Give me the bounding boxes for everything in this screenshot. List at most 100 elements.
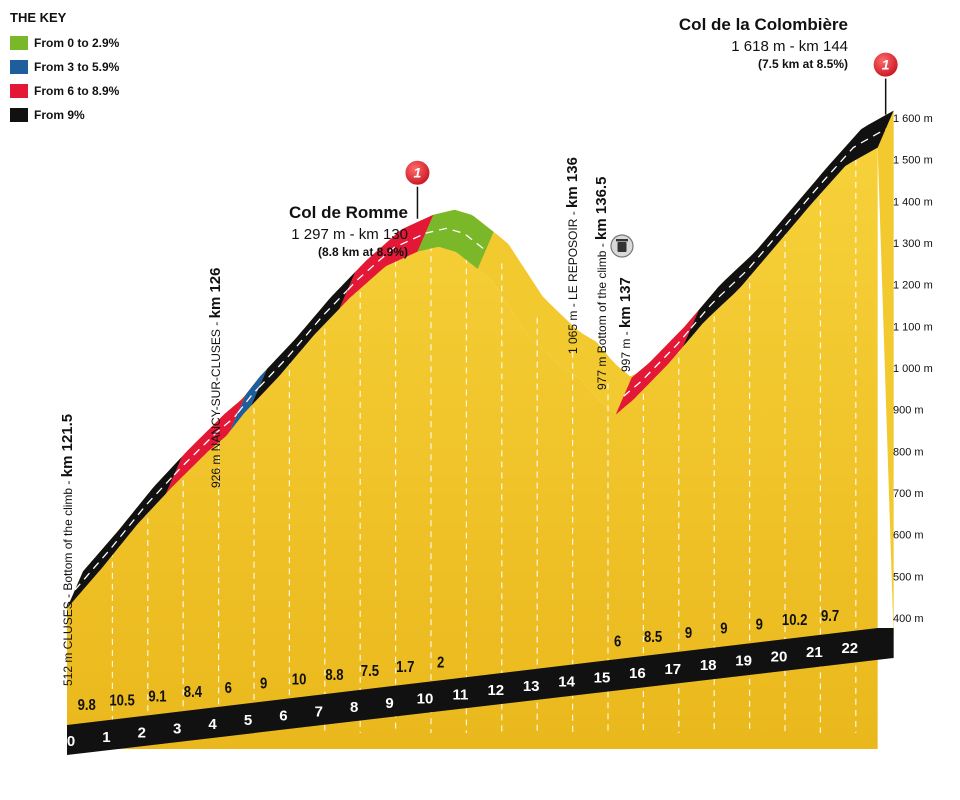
summit-badge bbox=[403, 158, 432, 187]
km-tick-label: 8 bbox=[350, 699, 358, 716]
km-tick-label: 20 bbox=[771, 648, 788, 665]
legend-swatch bbox=[10, 108, 28, 122]
km-tick-label: 4 bbox=[208, 716, 217, 733]
legend: THE KEY From 0 to 2.9% From 3 to 5.9% Fr… bbox=[10, 10, 119, 127]
legend-item: From 9% bbox=[10, 103, 119, 127]
gradient-label: 9 bbox=[756, 616, 763, 633]
gradient-segment bbox=[166, 394, 246, 494]
km-tick-label: 10 bbox=[417, 691, 434, 708]
gradient-segment bbox=[339, 214, 434, 309]
gradient-label: 8.4 bbox=[184, 684, 203, 701]
legend-swatch bbox=[10, 84, 28, 98]
legend-item: From 3 to 5.9% bbox=[10, 55, 119, 79]
summit-badge bbox=[871, 50, 900, 79]
altitude-tick-label: 900 m bbox=[893, 405, 924, 417]
gradient-label: 10.2 bbox=[782, 612, 808, 629]
gradient-label: 9.7 bbox=[821, 608, 839, 625]
km-tick-label: 19 bbox=[735, 653, 752, 670]
legend-swatch bbox=[10, 60, 28, 74]
gradient-label: 9 bbox=[260, 676, 267, 693]
km-tick-label: 9 bbox=[385, 695, 393, 712]
gradient-label: 7.5 bbox=[361, 663, 379, 680]
legend-item-label: From 0 to 2.9% bbox=[34, 36, 120, 50]
gradient-centreline bbox=[173, 412, 239, 476]
waypoint-label-text: 926 m NANCY-SUR-CLUSES - bbox=[209, 318, 223, 488]
km-tick-label: 3 bbox=[173, 720, 181, 737]
gradient-label: 9.1 bbox=[148, 688, 166, 705]
legend-title: THE KEY bbox=[10, 10, 67, 25]
gradient-centreline bbox=[237, 386, 260, 414]
legend-item-label: From 3 to 5.9% bbox=[34, 60, 120, 74]
gradient-segment bbox=[251, 271, 356, 406]
km-tick-label: 16 bbox=[629, 665, 646, 682]
altitude-tick-label: 1 500 m bbox=[893, 155, 933, 167]
waypoint-km: km 121.5 bbox=[59, 414, 76, 477]
km-tick-label: 13 bbox=[523, 678, 540, 695]
gradient-label: 8.5 bbox=[644, 629, 662, 646]
waypoint-label: 926 m NANCY-SUR-CLUSES - km 126 bbox=[207, 268, 224, 488]
km-tick-label: 12 bbox=[487, 682, 504, 699]
km-tick-label: 14 bbox=[558, 674, 575, 691]
km-tick-label: 2 bbox=[138, 725, 146, 742]
waypoint-label-text: 997 m - bbox=[619, 328, 633, 372]
km-tick-label: 1 bbox=[102, 729, 110, 746]
km-tick-label: 7 bbox=[315, 703, 323, 720]
gradient-label: 9 bbox=[720, 621, 727, 638]
gradient-label: 8.8 bbox=[325, 667, 343, 684]
km-tick-label: 6 bbox=[279, 708, 287, 725]
waypoint-label: 977 m Bottom of the climb - km 136.5 bbox=[593, 177, 610, 390]
summit-altitude: 1 297 m - km 130 bbox=[291, 226, 408, 243]
waypoint-label-text: 512 m CLUSES - Bottom of the climb - bbox=[61, 477, 75, 686]
gradient-label: 10 bbox=[292, 671, 307, 688]
waypoint-km: km 136.5 bbox=[593, 177, 610, 240]
summit-badge-label: 1 bbox=[882, 57, 890, 73]
summit-altitude: 1 618 m - km 144 bbox=[731, 38, 848, 55]
altitude-tick-label: 1 400 m bbox=[893, 196, 933, 208]
waypoint-label: 997 m - km 137 bbox=[617, 277, 634, 372]
gradient-label: 6 bbox=[614, 633, 621, 650]
summit-name: Col de Romme bbox=[289, 203, 408, 222]
legend-item-label: From 9% bbox=[34, 108, 85, 122]
altitude-tick-label: 600 m bbox=[893, 530, 924, 542]
km-tick-label: 5 bbox=[244, 712, 252, 729]
legend-item-label: From 6 to 8.9% bbox=[34, 84, 120, 98]
altitude-tick-label: 400 m bbox=[893, 613, 924, 625]
summit-name: Col de la Colombière bbox=[679, 15, 848, 34]
altitude-tick-label: 1 200 m bbox=[893, 280, 933, 292]
legend-swatch bbox=[10, 36, 28, 50]
waypoint-label: 512 m CLUSES - Bottom of the climb - km … bbox=[59, 414, 76, 686]
gradient-label: 2 bbox=[437, 654, 444, 671]
km-tick-label: 18 bbox=[700, 657, 717, 674]
gradient-centreline bbox=[425, 227, 487, 251]
waypoint-label-text: 1 065 m - LE REPOSOIR - bbox=[566, 208, 580, 354]
km-tick-label: 11 bbox=[452, 686, 468, 703]
profile-face bbox=[67, 147, 878, 750]
altitude-tick-label: 1 000 m bbox=[893, 363, 933, 375]
gradient-segment bbox=[417, 209, 494, 269]
summit-climb-detail: (8.8 km at 8.9%) bbox=[318, 245, 408, 259]
gradient-label: 9 bbox=[685, 625, 692, 642]
summit-badge-label: 1 bbox=[414, 165, 422, 181]
altitude-tick-label: 700 m bbox=[893, 488, 924, 500]
km-tick-label: 22 bbox=[841, 640, 858, 657]
km-tick-label: 15 bbox=[594, 669, 611, 686]
km-tick-label: 0 bbox=[67, 733, 75, 750]
gradient-segment bbox=[682, 110, 894, 347]
summit-climb-detail: (7.5 km at 8.5%) bbox=[758, 57, 848, 71]
gradient-centreline bbox=[258, 289, 349, 388]
gradient-centreline bbox=[74, 474, 175, 591]
waypoint-km: km 126 bbox=[207, 268, 224, 319]
gradient-label: 6 bbox=[225, 680, 232, 697]
legend-item: From 0 to 2.9% bbox=[10, 31, 119, 55]
gradient-centreline bbox=[623, 327, 692, 397]
altitude-tick-label: 1 100 m bbox=[893, 321, 933, 333]
altitude-tick-label: 500 m bbox=[893, 571, 924, 583]
gradient-centreline bbox=[690, 128, 886, 329]
gradient-centreline bbox=[347, 232, 426, 291]
altitude-tick-label: 1 600 m bbox=[893, 113, 933, 125]
waypoint-km: km 136 bbox=[564, 157, 581, 208]
waypoint-km: km 137 bbox=[617, 277, 634, 328]
gradient-segment bbox=[615, 309, 699, 415]
km-tick-label: 17 bbox=[664, 661, 681, 678]
